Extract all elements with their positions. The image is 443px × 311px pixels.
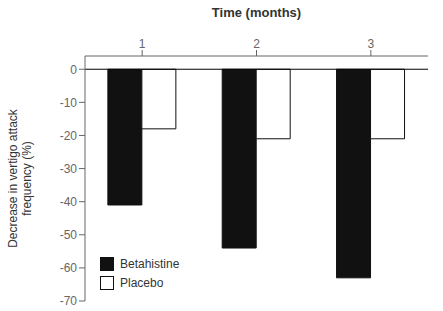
svg-text:-70: -70 (60, 294, 78, 308)
svg-text:-40: -40 (60, 195, 78, 209)
svg-text:2: 2 (253, 37, 260, 51)
svg-text:Decrease in vertigo attackfreq: Decrease in vertigo attackfrequency (%) (8, 108, 34, 248)
svg-text:-50: -50 (60, 228, 78, 242)
svg-text:-10: -10 (60, 96, 78, 110)
svg-text:-30: -30 (60, 162, 78, 176)
svg-text:-60: -60 (60, 261, 78, 275)
html-text:Placebo: Placebo (120, 276, 164, 290)
svg-text:3: 3 (367, 37, 374, 51)
svg-text:Time (months): Time (months) (212, 5, 301, 20)
svg-text:1: 1 (139, 37, 146, 51)
svg-text:0: 0 (70, 63, 77, 77)
svg-text:-20: -20 (60, 129, 78, 143)
html-text:Betahistine: Betahistine (120, 257, 180, 271)
